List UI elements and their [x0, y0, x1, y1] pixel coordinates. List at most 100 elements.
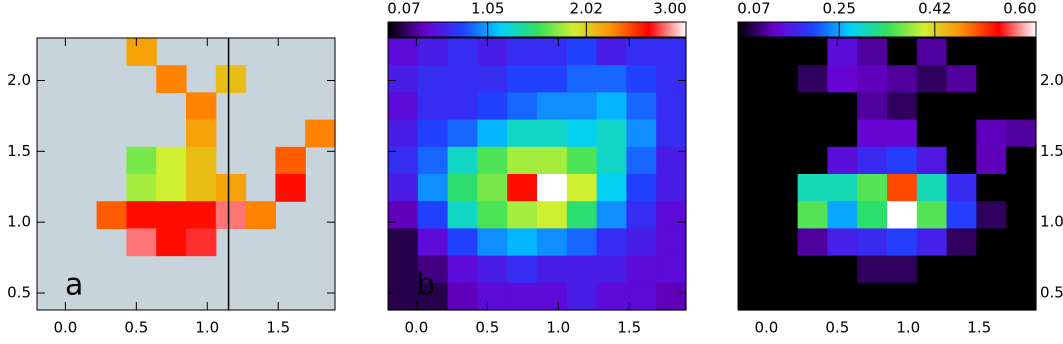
- heatmap-cell: [827, 228, 858, 257]
- heatmap-cell: [767, 228, 799, 257]
- colorbar: [387, 21, 687, 38]
- heatmap-cell: [507, 174, 538, 202]
- heatmap-cell: [215, 65, 247, 93]
- x-tick-label: 1.0: [546, 319, 570, 337]
- heatmap-cell: [857, 92, 888, 121]
- heatmap-cell: [626, 38, 657, 66]
- heatmap-cell: [767, 65, 799, 93]
- x-tick-label: 0.5: [124, 319, 148, 337]
- heatmap-cell: [797, 228, 828, 257]
- y-tick-label: 2.0: [7, 71, 31, 89]
- colorbar-tick-label: 3.00: [653, 0, 686, 18]
- heatmap-cell: [447, 282, 478, 311]
- heatmap-cell: [417, 38, 449, 66]
- heatmap-cell: [1006, 282, 1037, 311]
- heatmap-cell: [1006, 38, 1037, 66]
- heatmap-cell: [447, 228, 478, 257]
- heatmap-cell: [1006, 255, 1037, 284]
- heatmap-cell: [976, 119, 1007, 148]
- heatmap-cell: [827, 255, 858, 284]
- heatmap-cell: [976, 174, 1007, 202]
- y-tick-label: 1.0: [7, 213, 31, 231]
- heatmap-cell: [417, 92, 449, 121]
- heatmap-cell: [916, 282, 948, 311]
- heatmap-cell: [1006, 174, 1037, 202]
- heatmap-cell: [946, 38, 977, 66]
- heatmap-cell: [916, 38, 948, 66]
- heatmap-cell: [767, 92, 799, 121]
- heatmap-cell: [186, 201, 217, 229]
- heatmap-cell: [596, 228, 627, 257]
- heatmap-cell: [156, 228, 187, 257]
- heatmap-cell: [96, 201, 127, 229]
- heatmap-cell: [566, 201, 598, 229]
- heatmap-cell: [388, 92, 419, 121]
- heatmap-cell: [156, 174, 187, 202]
- heatmap-cell: [477, 201, 508, 229]
- heatmap-cell: [186, 119, 217, 148]
- heatmap-cell: [976, 92, 1007, 121]
- heatmap-cell: [1006, 119, 1037, 148]
- heatmap-cell: [976, 228, 1007, 257]
- heatmap-cell: [537, 174, 568, 202]
- heatmap-cell: [797, 201, 828, 229]
- heatmap-cell: [156, 65, 187, 93]
- heatmap-cell: [417, 201, 449, 229]
- y-tick-label: 0.5: [7, 284, 31, 302]
- heatmap-cell: [596, 255, 627, 284]
- heatmap-cell: [507, 228, 538, 257]
- heatmap-cell: [447, 146, 478, 175]
- heatmap-cell: [916, 119, 948, 148]
- heatmap-cell: [626, 201, 657, 229]
- heatmap-cell: [797, 255, 828, 284]
- y-tick-label: 2.0: [1040, 71, 1063, 89]
- heatmap-cell: [596, 146, 627, 175]
- heatmap-cell: [797, 119, 828, 148]
- panel-label: a: [65, 268, 83, 303]
- heatmap-cell: [566, 65, 598, 93]
- heatmap-cell: [477, 146, 508, 175]
- heatmap-cell: [537, 146, 568, 175]
- heatmap-cell: [656, 282, 687, 311]
- heatmap-cell: [447, 65, 478, 93]
- heatmap-cell: [126, 146, 157, 175]
- heatmap-cell: [887, 228, 918, 257]
- heatmap-cell: [738, 255, 769, 284]
- heatmap-cell: [827, 174, 858, 202]
- heatmap-cell: [417, 228, 449, 257]
- heatmap-cell: [1006, 228, 1037, 257]
- heatmap-cell: [626, 92, 657, 121]
- heatmap-cell: [186, 228, 217, 257]
- heatmap-cell: [827, 201, 858, 229]
- heatmap-cell: [417, 174, 449, 202]
- heatmap-cell: [946, 146, 977, 175]
- x-tick-label: 0.0: [404, 319, 428, 337]
- plot-frame: [387, 37, 687, 311]
- y-tick-label: 1.5: [7, 142, 31, 160]
- heatmap-cell: [388, 38, 419, 66]
- heatmap-cell: [738, 174, 769, 202]
- heatmap-cell: [596, 92, 627, 121]
- heatmap-cell: [388, 228, 419, 257]
- heatmap-cell: [827, 38, 858, 66]
- heatmap-cell: [388, 201, 419, 229]
- heatmap-cell: [537, 201, 568, 229]
- heatmap-cell: [916, 255, 948, 284]
- heatmap-cell: [797, 282, 828, 311]
- y-tick-label: 0.5: [1040, 284, 1063, 302]
- heatmap-cell: [126, 174, 157, 202]
- heatmap-cell: [566, 38, 598, 66]
- heatmap-cell: [626, 119, 657, 148]
- heatmap-cell: [156, 201, 187, 229]
- heatmap-cell: [215, 174, 247, 202]
- heatmap-cell: [596, 119, 627, 148]
- heatmap-cell: [447, 119, 478, 148]
- heatmap-cell: [215, 201, 247, 229]
- heatmap-cell: [946, 92, 977, 121]
- heatmap-cell: [537, 38, 568, 66]
- heatmap-cell: [887, 119, 918, 148]
- heatmap-cell: [916, 146, 948, 175]
- heatmap-cell: [447, 201, 478, 229]
- heatmap-cell: [887, 38, 918, 66]
- heatmap-cell: [656, 255, 687, 284]
